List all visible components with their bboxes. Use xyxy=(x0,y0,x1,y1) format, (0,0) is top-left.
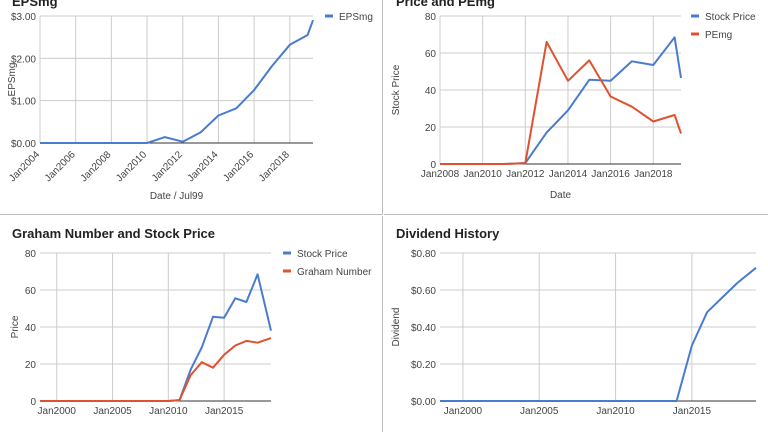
series-line xyxy=(40,337,272,402)
x-tick-label: Jan2005 xyxy=(93,406,132,417)
y-tick-label: 40 xyxy=(25,323,37,334)
dividend-chart-panel: Dividend History $0.00 $0.20 $0.40 $0.60 $0.… xyxy=(384,216,768,432)
chart-title: EPSmg xyxy=(12,0,58,9)
x-tick-label: Jan2010 xyxy=(149,406,188,417)
y-tick-label: $1.00 xyxy=(11,97,36,108)
graham-chart: 0 20 40 60 80 Jan2000 Jan2005 Jan2010 Jan2015 Pri… xyxy=(10,249,372,417)
x-tick-label: Jan2005 xyxy=(520,406,559,417)
legend-label: Stock Price xyxy=(297,249,348,260)
y-tick-label: 80 xyxy=(25,249,37,260)
chart-title: Graham Number and Stock Price xyxy=(12,226,216,241)
chart-title: Dividend History xyxy=(396,226,500,241)
x-tick-label: Jan2008 xyxy=(79,149,114,184)
y-tick-label: $0.80 xyxy=(411,249,436,260)
x-tick-label: Jan2014 xyxy=(186,149,221,184)
x-tick-label: Jan2018 xyxy=(257,149,292,184)
y-tick-label: $0.00 xyxy=(411,397,436,408)
y-tick-label: 40 xyxy=(425,86,437,97)
x-tick-label: Jan2016 xyxy=(221,149,256,184)
y-axis-title: Dividend xyxy=(391,308,402,347)
x-axis-title: Date / Jul99 xyxy=(150,191,204,202)
y-tick-label: $0.00 xyxy=(11,139,36,150)
price-pe-chart-panel: Price and PEmg 0 20 40 60 80 Jan2008 Jan2010 Ja… xyxy=(384,0,768,215)
x-tick-label: Jan2012 xyxy=(506,169,545,180)
x-tick-label: Jan2016 xyxy=(591,169,630,180)
series-line xyxy=(440,36,682,165)
y-tick-label: 80 xyxy=(425,12,437,23)
y-tick-label: $2.00 xyxy=(11,54,36,65)
x-tick-label: Jan2010 xyxy=(114,149,149,184)
x-tick-label: Jan2018 xyxy=(634,169,673,180)
series-line xyxy=(40,19,314,144)
eps-chart: $0.00 $1.00 $2.00 $3.00 Jan2004 Jan2006 Jan200… xyxy=(7,12,373,202)
legend-label: EPSmg xyxy=(339,12,373,23)
series-line xyxy=(440,267,757,402)
x-tick-label: Jan2000 xyxy=(444,406,483,417)
series-line xyxy=(440,40,682,165)
x-axis-title: Date xyxy=(550,190,572,201)
y-tick-label: $0.40 xyxy=(411,323,436,334)
legend-label: PEmg xyxy=(705,30,732,41)
y-tick-label: 20 xyxy=(425,123,437,134)
x-tick-label: Jan2000 xyxy=(38,406,77,417)
x-tick-label: Jan2004 xyxy=(7,149,42,184)
legend-label: Graham Number xyxy=(297,267,372,278)
x-tick-label: Jan2010 xyxy=(463,169,502,180)
y-tick-label: 0 xyxy=(430,160,436,171)
y-tick-label: 0 xyxy=(30,397,36,408)
x-tick-label: Jan2010 xyxy=(596,406,635,417)
dividend-chart: $0.00 $0.20 $0.40 $0.60 $0.80 Jan2000 Jan2005 J… xyxy=(391,249,757,417)
y-tick-label: $0.60 xyxy=(411,286,436,297)
series-line xyxy=(40,273,272,402)
x-tick-label: Jan2012 xyxy=(150,149,185,184)
legend-label: Stock Price xyxy=(705,12,756,23)
y-axis-title: EPSmg xyxy=(7,63,18,97)
x-tick-label: Jan2014 xyxy=(549,169,588,180)
x-tick-label: Jan2015 xyxy=(205,406,244,417)
y-axis-title: Stock Price xyxy=(391,64,402,115)
graham-chart-panel: Graham Number and Stock Price 0 20 40 60 80 J… xyxy=(0,216,383,432)
y-tick-label: $0.20 xyxy=(411,360,436,371)
y-tick-label: $3.00 xyxy=(11,12,36,23)
y-tick-label: 60 xyxy=(425,49,437,60)
y-tick-label: 60 xyxy=(25,286,37,297)
y-axis-title: Price xyxy=(10,315,21,338)
y-tick-label: 20 xyxy=(25,360,37,371)
x-tick-label: Jan2006 xyxy=(43,149,78,184)
x-tick-label: Jan2015 xyxy=(673,406,712,417)
chart-title: Price and PEmg xyxy=(396,0,495,9)
x-tick-label: Jan2008 xyxy=(421,169,460,180)
eps-chart-panel: EPSmg $0.00 $1.00 $2.00 $3.00 Jan2004 Jan2006… xyxy=(0,0,383,215)
